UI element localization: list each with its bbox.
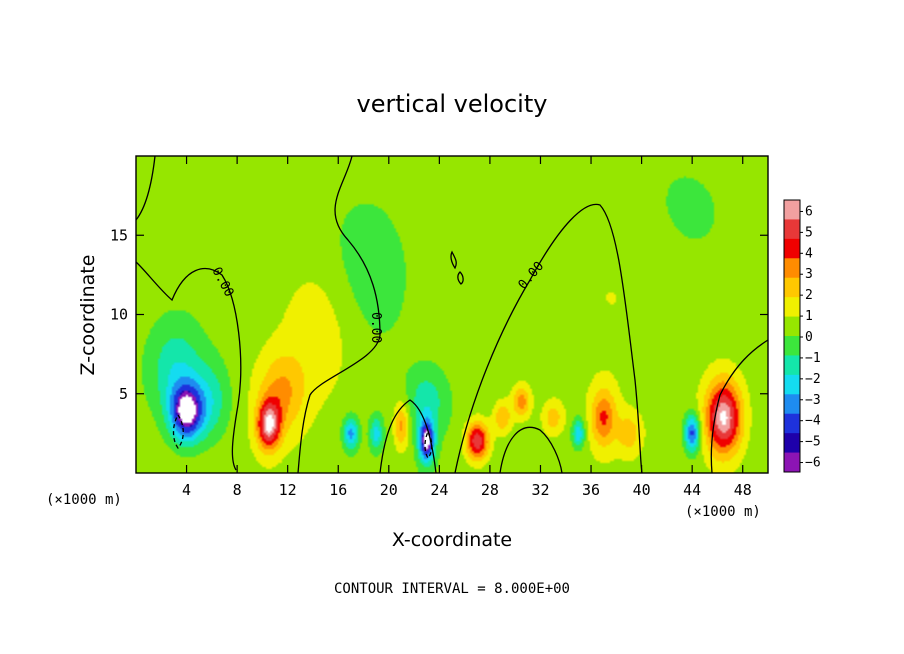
- colorbar-swatch: [784, 336, 800, 356]
- velocity-field: [136, 156, 768, 473]
- y-axis-ticks: 5 10 15: [110, 226, 768, 403]
- y-tick-label: 5: [119, 385, 128, 403]
- x-axis-ticks: 4 8 12 16 20 24 28 32 36 40 44 48: [182, 156, 752, 499]
- x-tick-label: 44: [683, 481, 701, 499]
- colorbar-label: 1: [805, 309, 813, 324]
- zero-contour-small-2: [457, 271, 464, 285]
- y-tick-label: 10: [110, 306, 128, 324]
- zero-contour-low: [379, 399, 563, 474]
- x-axis-label: X-coordinate: [392, 529, 512, 551]
- colorbar-swatch: [784, 433, 800, 454]
- x-tick-label: 36: [582, 481, 600, 499]
- x-tick-label: 24: [430, 481, 448, 499]
- colorbar-swatch: [784, 277, 800, 298]
- contour-interval-text: CONTOUR INTERVAL = 8.000E+00: [334, 581, 570, 597]
- colorbar-label: −1: [805, 351, 821, 366]
- dashed-contour-1: [172, 413, 184, 450]
- x-unit-label-left: (×1000 m): [46, 492, 122, 508]
- colorbar-label: 2: [805, 288, 813, 303]
- contour-label-2: 0.00: [368, 312, 383, 343]
- zero-contour-small-1: [450, 250, 457, 270]
- colorbar-label: 4: [805, 246, 813, 261]
- colorbar-swatch: [784, 316, 800, 337]
- chart-title: vertical velocity: [357, 90, 548, 118]
- colorbar-swatch: [784, 452, 800, 473]
- colorbar-label: −4: [805, 414, 821, 429]
- colorbar-label: 0: [805, 330, 813, 345]
- x-tick-label: 20: [380, 481, 398, 499]
- zero-contours: [135, 155, 769, 474]
- plot-area: 0.00 0.00 0.00: [135, 155, 769, 474]
- colorbar-swatch: [784, 374, 800, 395]
- colorbar-swatch: [784, 238, 800, 259]
- zero-contour-left: [135, 155, 242, 471]
- y-axis-label: Z-coordinate: [77, 255, 99, 376]
- colorbar-label: 3: [805, 267, 813, 282]
- colorbar-swatch: [784, 258, 800, 279]
- x-tick-label: 28: [481, 481, 499, 499]
- colorbar-label: −2: [805, 372, 821, 387]
- colorbar-label: −6: [805, 456, 821, 471]
- x-tick-label: 12: [279, 481, 297, 499]
- colorbar-label: 6: [805, 204, 813, 219]
- x-tick-label: 4: [182, 481, 191, 499]
- x-unit-label-right: (×1000 m): [685, 504, 761, 520]
- colorbar-label: −5: [805, 435, 821, 450]
- colorbar-swatch: [784, 355, 800, 376]
- y-tick-label: 15: [110, 226, 128, 244]
- dashed-contour-2: [424, 430, 433, 460]
- colorbar-frame: [783, 199, 801, 473]
- x-tick-label: 40: [633, 481, 651, 499]
- colorbar-swatch: [784, 297, 800, 318]
- zero-contour-right: [710, 339, 769, 474]
- colorbar-swatch: [784, 200, 800, 220]
- colorbar-label: −3: [805, 393, 821, 408]
- colorbar-swatch: [784, 413, 800, 434]
- x-tick-label: 32: [531, 481, 549, 499]
- colorbar-swatch: [784, 219, 800, 240]
- x-tick-label: 48: [734, 481, 752, 499]
- colorbar-swatch: [784, 394, 800, 415]
- colorbar: 6 5 4 3 2 1 0 −1 −2 −3 −4 −5 −6: [783, 199, 821, 473]
- colorbar-label: 5: [805, 225, 813, 240]
- x-tick-label: 8: [233, 481, 242, 499]
- zero-contour-upper: [297, 155, 381, 474]
- x-tick-label: 16: [329, 481, 347, 499]
- zero-contour-arch: [454, 203, 643, 474]
